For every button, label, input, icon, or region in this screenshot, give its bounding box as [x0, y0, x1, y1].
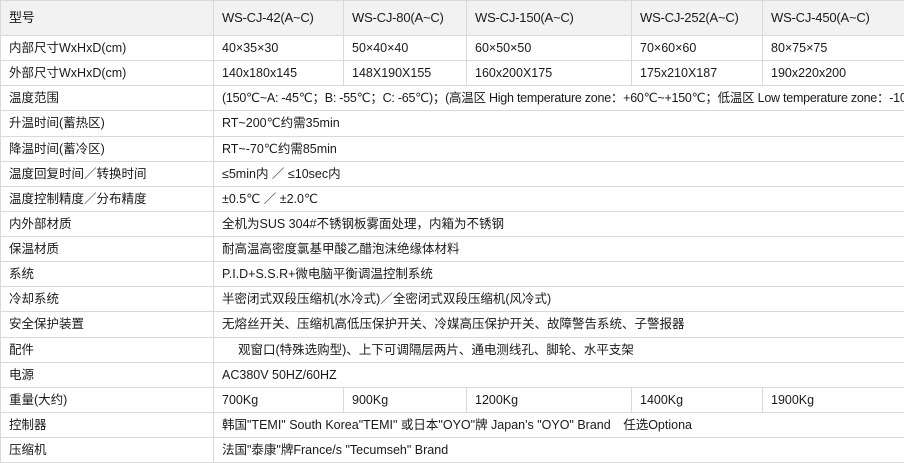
header-cell-model-4: WS-CJ-252(A~C) — [632, 1, 763, 36]
row-label: 电源 — [1, 362, 214, 387]
header-cell-model-1: WS-CJ-42(A~C) — [214, 1, 344, 36]
row-value: (150℃~A: -45℃；B: -55℃；C: -65℃)；(高温区 High… — [214, 86, 904, 111]
table-row: 温度范围 (150℃~A: -45℃；B: -55℃；C: -65℃)；(高温区… — [1, 86, 904, 111]
row-label: 压缩机 — [1, 438, 214, 463]
table-row: 降温时间(蓄冷区) RT~-70℃约需85min — [1, 136, 904, 161]
row-label: 升温时间(蓄热区) — [1, 111, 214, 136]
row-value: 80×75×75 — [763, 36, 904, 61]
row-value: 70×60×60 — [632, 36, 763, 61]
table-row: 升温时间(蓄热区) RT~200℃约需35min — [1, 111, 904, 136]
row-value: 1400Kg — [632, 387, 763, 412]
row-label: 系统 — [1, 262, 214, 287]
row-value: 190x220x200 — [763, 61, 904, 86]
table-row: 安全保护装置 无熔丝开关、压缩机高低压保护开关、冷媒高压保护开关、故障警告系统、… — [1, 312, 904, 337]
row-label: 保温材质 — [1, 237, 214, 262]
row-label: 温度控制精度／分布精度 — [1, 186, 214, 211]
row-value: 60×50×50 — [467, 36, 632, 61]
header-cell-model-2: WS-CJ-80(A~C) — [344, 1, 467, 36]
table-row: 外部尺寸WxHxD(cm) 140x180x145 148X190X155 16… — [1, 61, 904, 86]
table-body: 内部尺寸WxHxD(cm) 40×35×30 50×40×40 60×50×50… — [1, 36, 904, 463]
row-value: 1900Kg — [763, 387, 904, 412]
row-value: RT~-70℃约需85min — [214, 136, 904, 161]
row-label: 重量(大约) — [1, 387, 214, 412]
row-value: 900Kg — [344, 387, 467, 412]
row-value: 韩国"TEMI" South Korea"TEMI" 或日本"OYO"牌 Jap… — [214, 412, 904, 437]
table-row: 控制器 韩国"TEMI" South Korea"TEMI" 或日本"OYO"牌… — [1, 412, 904, 437]
row-value: 50×40×40 — [344, 36, 467, 61]
row-value: 观窗口(特殊选购型)、上下可调隔层两片、通电测线孔、脚轮、水平支架 — [214, 337, 904, 362]
row-value: 全机为SUS 304#不锈钢板雾面处理，内箱为不锈钢 — [214, 211, 904, 236]
row-value: 无熔丝开关、压缩机高低压保护开关、冷媒高压保护开关、故障警告系统、子警报器 — [214, 312, 904, 337]
row-value: 700Kg — [214, 387, 344, 412]
row-value: 175x210X187 — [632, 61, 763, 86]
row-value: ≤5min内 ／ ≤10sec内 — [214, 161, 904, 186]
row-label: 冷却系统 — [1, 287, 214, 312]
table-row: 电源 AC380V 50HZ/60HZ — [1, 362, 904, 387]
row-value: AC380V 50HZ/60HZ — [214, 362, 904, 387]
table-row: 内外部材质 全机为SUS 304#不锈钢板雾面处理，内箱为不锈钢 — [1, 211, 904, 236]
row-value: P.I.D+S.S.R+微电脑平衡调温控制系统 — [214, 262, 904, 287]
row-value: 法国"泰康"牌France/s "Tecumseh" Brand — [214, 438, 904, 463]
row-label: 温度回复时间／转换时间 — [1, 161, 214, 186]
row-value: 半密闭式双段压缩机(水冷式)／全密闭式双段压缩机(风冷式) — [214, 287, 904, 312]
header-cell-label: 型号 — [1, 1, 214, 36]
row-label: 降温时间(蓄冷区) — [1, 136, 214, 161]
row-value: 40×35×30 — [214, 36, 344, 61]
table-row: 内部尺寸WxHxD(cm) 40×35×30 50×40×40 60×50×50… — [1, 36, 904, 61]
header-cell-model-3: WS-CJ-150(A~C) — [467, 1, 632, 36]
table-row: 保温材质 耐高温高密度氯基甲酸乙醋泡沫绝缘体材料 — [1, 237, 904, 262]
table-row: 温度回复时间／转换时间 ≤5min内 ／ ≤10sec内 — [1, 161, 904, 186]
table-row: 配件 观窗口(特殊选购型)、上下可调隔层两片、通电测线孔、脚轮、水平支架 — [1, 337, 904, 362]
row-value: 1200Kg — [467, 387, 632, 412]
row-label: 内部尺寸WxHxD(cm) — [1, 36, 214, 61]
row-label: 安全保护装置 — [1, 312, 214, 337]
row-value: 140x180x145 — [214, 61, 344, 86]
row-label: 配件 — [1, 337, 214, 362]
table-header-row: 型号 WS-CJ-42(A~C) WS-CJ-80(A~C) WS-CJ-150… — [1, 1, 904, 36]
table-row: 压缩机 法国"泰康"牌France/s "Tecumseh" Brand — [1, 438, 904, 463]
table-row: 温度控制精度／分布精度 ±0.5℃ ／ ±2.0℃ — [1, 186, 904, 211]
row-value: RT~200℃约需35min — [214, 111, 904, 136]
row-value: 160x200X175 — [467, 61, 632, 86]
row-label: 内外部材质 — [1, 211, 214, 236]
table-row: 系统 P.I.D+S.S.R+微电脑平衡调温控制系统 — [1, 262, 904, 287]
header-cell-model-5: WS-CJ-450(A~C) — [763, 1, 904, 36]
table-row: 冷却系统 半密闭式双段压缩机(水冷式)／全密闭式双段压缩机(风冷式) — [1, 287, 904, 312]
row-value: 148X190X155 — [344, 61, 467, 86]
row-label: 控制器 — [1, 412, 214, 437]
row-value: 耐高温高密度氯基甲酸乙醋泡沫绝缘体材料 — [214, 237, 904, 262]
row-label: 外部尺寸WxHxD(cm) — [1, 61, 214, 86]
row-label: 温度范围 — [1, 86, 214, 111]
table-row: 重量(大约) 700Kg 900Kg 1200Kg 1400Kg 1900Kg — [1, 387, 904, 412]
row-value: ±0.5℃ ／ ±2.0℃ — [214, 186, 904, 211]
